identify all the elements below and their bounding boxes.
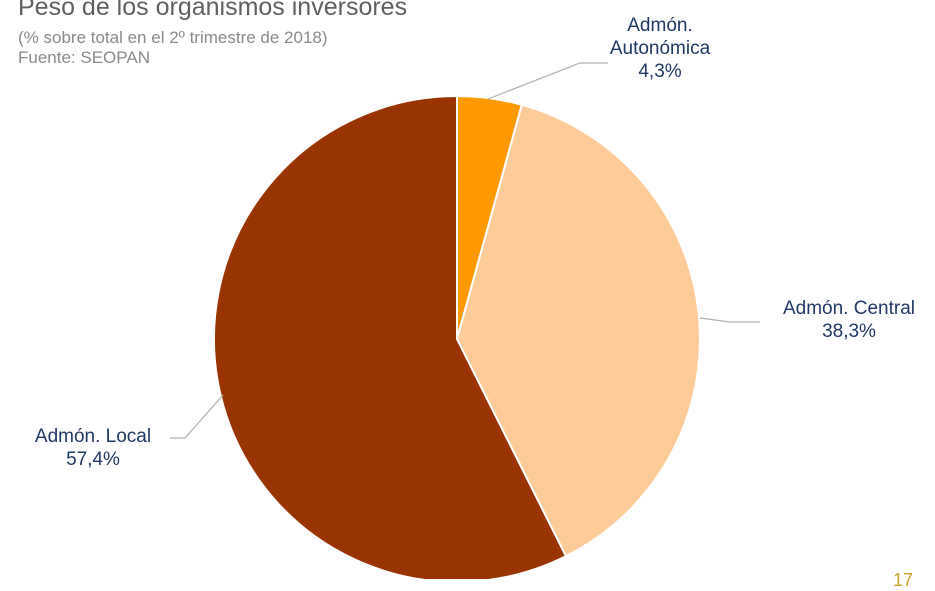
pie-chart: Admón. Autonómica 4,3%Admón. Central 38,3%A… xyxy=(35,15,915,579)
chart-subtitle: (% sobre total en el 2º trimestre de 201… xyxy=(18,28,328,47)
leader-line xyxy=(487,62,608,100)
chart-title: Peso de los organismos inversores xyxy=(18,0,408,21)
leader-line xyxy=(699,317,760,323)
slice-name-label: Admón. Central xyxy=(783,298,915,319)
slice-value-label: 57,4% xyxy=(66,449,120,470)
page-number: 17 xyxy=(892,570,913,590)
slice-name-label: Admón. xyxy=(627,15,692,36)
slice-label: Admón. Central 38,3% xyxy=(783,298,915,342)
slice-admon-local xyxy=(213,94,568,579)
chart-source: Fuente: SEOPAN xyxy=(18,48,150,67)
slice-label: Admón. Local 57,4% xyxy=(35,426,151,470)
slice-admon-central xyxy=(455,103,701,558)
slice-name-label: Autonómica xyxy=(610,38,711,59)
slice-label: Admón. Autonómica 4,3% xyxy=(610,15,711,82)
slice-name-label: Admón. Local xyxy=(35,426,151,447)
slice-value-label: 4,3% xyxy=(638,61,681,82)
leader-line xyxy=(170,394,224,439)
slice-value-label: 38,3% xyxy=(822,321,876,342)
